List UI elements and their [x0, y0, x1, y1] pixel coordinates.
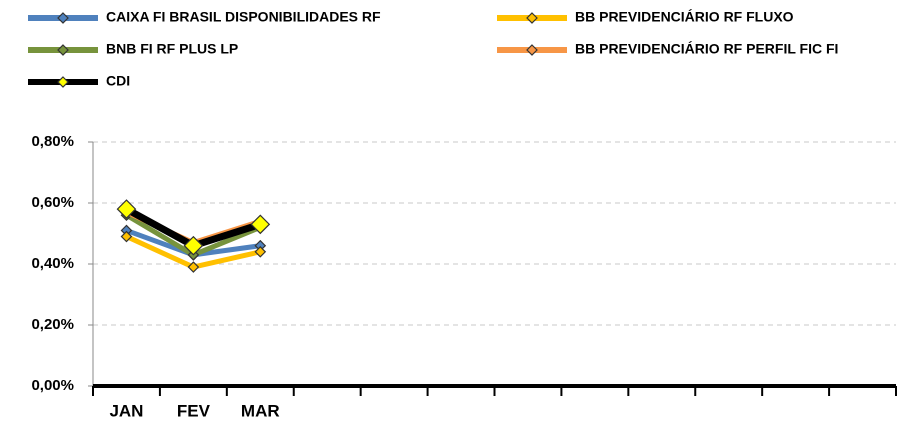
legend-marker [526, 44, 538, 56]
legend-label: CDI [106, 73, 130, 89]
legend-label: CAIXA FI BRASIL DISPONIBILIDADES RF [106, 9, 381, 25]
y-tick-label: 0,00% [31, 377, 74, 394]
x-tick-label: JAN [109, 401, 143, 420]
y-tick-label: 0,60% [31, 194, 74, 211]
series-marker [250, 214, 271, 235]
series-marker [183, 235, 204, 256]
legend-label: BNB FI RF PLUS LP [106, 41, 238, 57]
legend-label: BB PREVIDENCIÁRIO RF PERFIL FIC FI [575, 41, 838, 57]
x-tick-label: FEV [177, 401, 211, 420]
x-tick-label: MAR [241, 401, 280, 420]
series-marker [120, 230, 133, 243]
series-marker [254, 245, 267, 258]
series-marker [187, 261, 200, 273]
legend-label: BB PREVIDENCIÁRIO RF FLUXO [575, 9, 794, 25]
legend-marker [526, 12, 538, 24]
legend-marker [57, 76, 69, 88]
y-tick-label: 0,80% [31, 133, 74, 150]
legend-marker [57, 12, 69, 24]
y-tick-label: 0,20% [31, 316, 74, 333]
y-tick-label: 0,40% [31, 255, 74, 272]
legend-marker [57, 44, 69, 56]
series-marker [116, 199, 137, 219]
